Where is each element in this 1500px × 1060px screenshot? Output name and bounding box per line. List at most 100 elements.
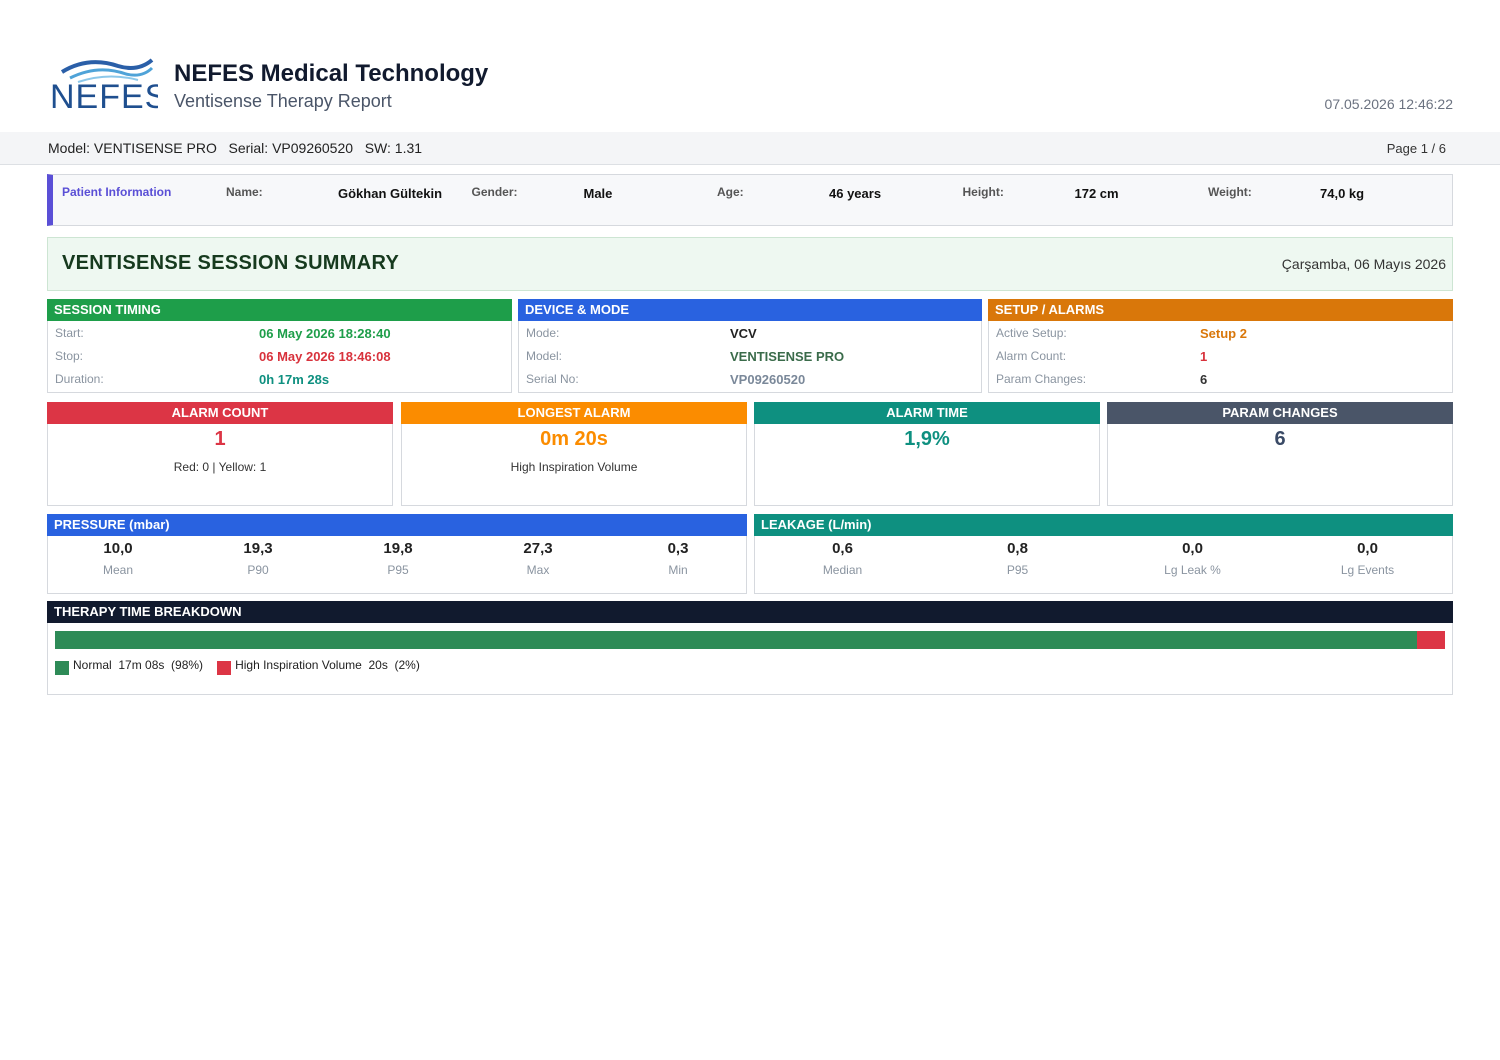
summary-box: VENTISENSE SESSION SUMMARY Çarşamba, 06 M… — [47, 237, 1453, 291]
card-header: ALARM COUNT — [47, 402, 393, 424]
card-detail: Red: 0 | Yellow: 1 — [173, 460, 267, 474]
field-label: Height: — [962, 185, 1004, 199]
legend-name: High Inspiration Volume — [235, 658, 362, 672]
panel-header: SETUP / ALARMS — [988, 299, 1453, 321]
stat-label: Median — [822, 563, 863, 577]
row-label: Model: — [526, 349, 563, 363]
logo: NEFES — [50, 58, 158, 114]
panel: SESSION TIMING Start: 06 May 2026 18:28:40… — [47, 299, 512, 393]
row-label: Mode: — [526, 326, 560, 340]
row-label: Serial No: — [526, 372, 579, 386]
panel: SETUP / ALARMS Active Setup: Setup 2 Alarm … — [988, 299, 1453, 393]
row-value: VCV — [730, 326, 757, 341]
card-value: 6 — [1274, 428, 1286, 450]
legend-name: Normal — [73, 658, 112, 672]
stat-value: 0,0 — [1357, 540, 1378, 557]
stat-value: 19,8 — [383, 540, 413, 557]
row-label: Stop: — [55, 349, 84, 363]
stat-label: Min — [668, 563, 688, 577]
company-name: NEFES Medical Technology — [174, 60, 489, 87]
leakage-panel: LEAKAGE (L/min) 0,6 Median 0,8 P95 0,0 Lg Leak… — [754, 514, 1453, 594]
legend-text: High Inspiration Volume 20s (2%) — [235, 658, 420, 672]
stat-label: Lg Leak % — [1164, 563, 1221, 577]
pressure-header: PRESSURE (mbar) — [47, 514, 747, 536]
row-label: Active Setup: — [996, 326, 1067, 340]
panel-header: DEVICE & MODE — [518, 299, 982, 321]
card-value: 0m 20s — [540, 428, 608, 450]
stat-value: 19,3 — [243, 540, 273, 557]
therapy-panel: THERAPY TIME BREAKDOWN Normal 17m 08s (98… — [47, 601, 1453, 695]
stat-card: ALARM COUNT 1 Red: 0 | Yellow: 1 — [47, 402, 393, 506]
field-value: Male — [583, 186, 613, 201]
row-label: Duration: — [55, 372, 104, 386]
row-label: Start: — [55, 326, 84, 340]
card-header: PARAM CHANGES — [1107, 402, 1453, 424]
row-value: 1 — [1200, 349, 1208, 364]
summary-date: Çarşamba, 06 Mayıs 2026 — [1281, 256, 1446, 272]
logo-text: NEFES — [50, 78, 158, 114]
bar-segment — [55, 631, 1418, 649]
therapy-header: THERAPY TIME BREAKDOWN — [47, 601, 1453, 623]
report-subtitle: Ventisense Therapy Report — [174, 91, 392, 111]
field-label: Gender: — [471, 185, 518, 199]
legend-text: Normal 17m 08s (98%) — [73, 658, 203, 672]
bar-segment — [1417, 631, 1445, 649]
field-label: Weight: — [1208, 185, 1252, 199]
pressure-panel: PRESSURE (mbar) 10,0 Mean 19,3 P90 19,8 P95 27,… — [47, 514, 747, 594]
legend-swatch — [217, 661, 232, 675]
report-datetime: 07.05.2026 12:46:22 — [1324, 96, 1453, 112]
stat-value: 0,6 — [832, 540, 853, 557]
software: SW: 1.31 — [364, 140, 423, 156]
row-label: Alarm Count: — [996, 349, 1067, 363]
row-value: 06 May 2026 18:46:08 — [259, 349, 391, 364]
row-value: 6 — [1200, 372, 1208, 387]
row-value: VP09260520 — [730, 372, 806, 387]
summary-title: VENTISENSE SESSION SUMMARY — [62, 252, 400, 274]
card-value: 1,9% — [904, 428, 950, 450]
row-value: 06 May 2026 18:28:40 — [259, 326, 391, 341]
page-number: Page 1 / 6 — [1386, 141, 1446, 156]
stat-label: Max — [526, 563, 550, 577]
stat-value: 0,0 — [1182, 540, 1203, 557]
legend-value-label: (98%) — [171, 658, 204, 672]
stat-card: LONGEST ALARM 0m 20s High Inspiration Volu… — [401, 402, 747, 506]
card-detail: High Inspiration Volume — [510, 460, 638, 474]
stat-value: 10,0 — [103, 540, 133, 557]
serial: Serial: VP09260520 — [228, 140, 354, 156]
patient-title: Patient Information — [62, 185, 172, 199]
legend-duration: 20s — [368, 658, 388, 672]
stat-label: P95 — [387, 563, 409, 577]
legend-swatch — [55, 661, 69, 675]
field-label: Name: — [226, 185, 263, 199]
device-info: Model: VENTISENSE PRO Serial: VP09260520… — [48, 140, 422, 156]
card-header: LONGEST ALARM — [401, 402, 747, 424]
field-label: Age: — [717, 185, 744, 199]
panel-header: SESSION TIMING — [47, 299, 512, 321]
stat-label: P95 — [1006, 563, 1029, 577]
stat-card: PARAM CHANGES 6 — [1107, 402, 1453, 506]
field-value: Gökhan Gültekin — [338, 186, 443, 201]
stat-value: 0,8 — [1007, 540, 1028, 557]
info-bar: Model: VENTISENSE PRO Serial: VP09260520… — [0, 132, 1500, 165]
field-value: 74,0 kg — [1320, 186, 1365, 201]
stat-label: Mean — [102, 563, 134, 577]
row-label: Param Changes: — [996, 372, 1087, 386]
stat-card: ALARM TIME 1,9% — [754, 402, 1100, 506]
card-header: ALARM TIME — [754, 402, 1100, 424]
patient-box: Patient Information Name: Gökhan Gültekin G… — [47, 174, 1453, 226]
field-value: 46 years — [829, 186, 882, 201]
legend-duration: 17m 08s — [118, 658, 165, 672]
stat-label: P90 — [247, 563, 269, 577]
card-value: 1 — [214, 428, 226, 450]
panel: DEVICE & MODE Mode: VCV Model: VENTISENSE PR… — [518, 299, 982, 393]
field-value: 172 cm — [1074, 186, 1119, 201]
row-value: Setup 2 — [1200, 326, 1247, 341]
stat-value: 0,3 — [667, 540, 689, 557]
row-value: 0h 17m 28s — [259, 372, 330, 387]
row-value: VENTISENSE PRO — [730, 349, 845, 364]
legend-value-label: (2%) — [394, 658, 420, 672]
stat-label: Lg Events — [1340, 563, 1395, 577]
leakage-header: LEAKAGE (L/min) — [754, 514, 1453, 536]
stat-value: 27,3 — [523, 540, 553, 557]
